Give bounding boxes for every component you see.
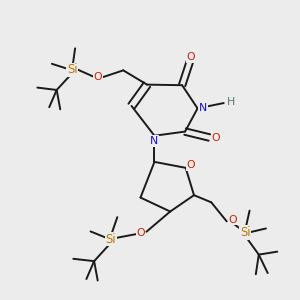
Text: O: O <box>136 228 145 238</box>
Text: O: O <box>93 73 102 82</box>
Text: N: N <box>199 103 207 113</box>
Text: O: O <box>212 133 220 142</box>
Text: O: O <box>186 52 195 62</box>
Text: N: N <box>150 136 158 146</box>
Text: Si: Si <box>240 226 250 239</box>
Text: H: H <box>227 98 235 107</box>
Text: Si: Si <box>67 63 77 76</box>
Text: O: O <box>187 160 195 170</box>
Text: Si: Si <box>106 233 116 246</box>
Text: O: O <box>228 215 237 225</box>
